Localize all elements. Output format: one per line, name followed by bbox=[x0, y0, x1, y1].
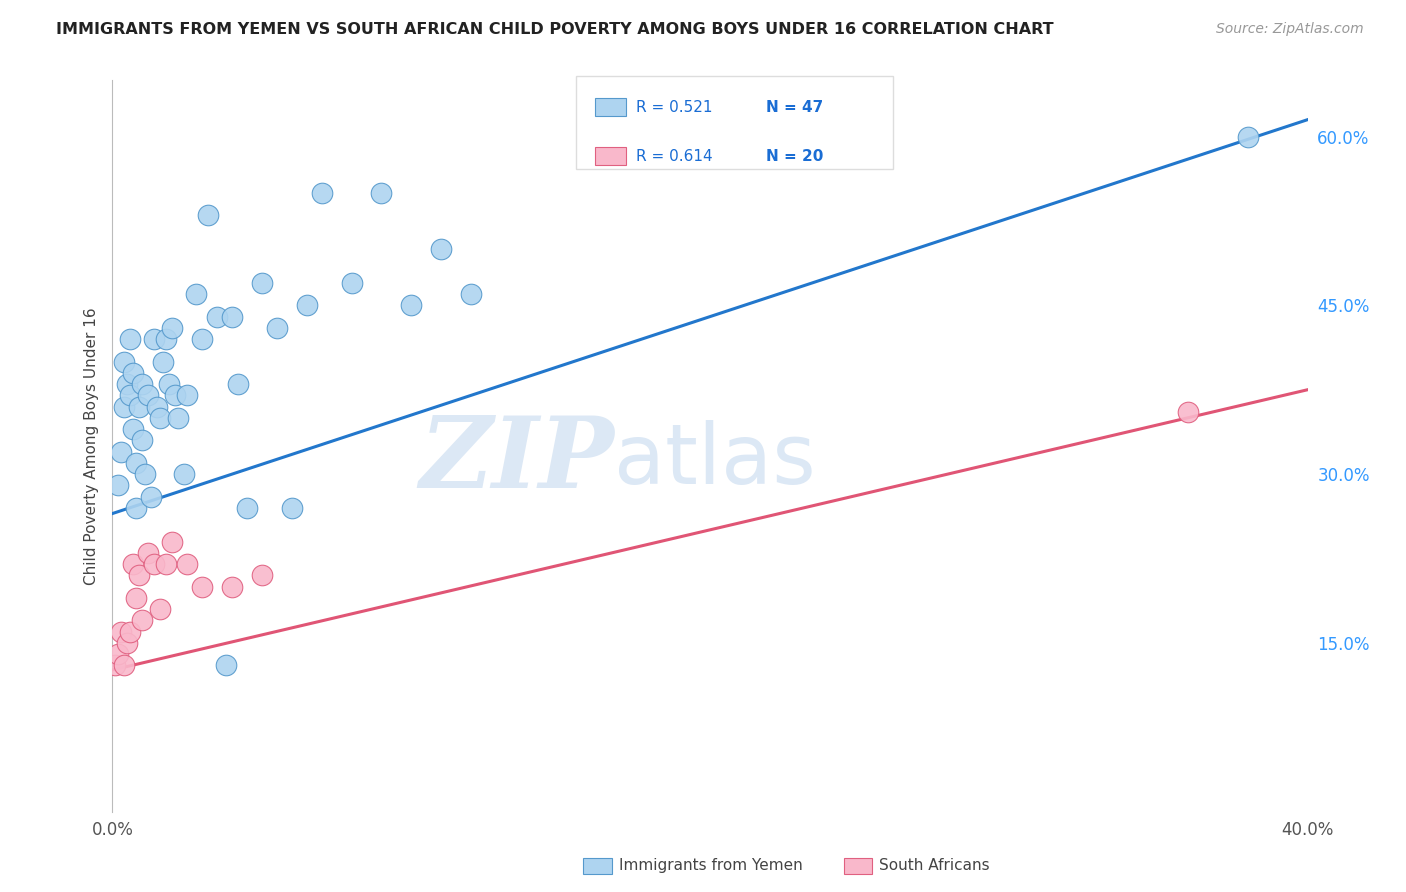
Text: Source: ZipAtlas.com: Source: ZipAtlas.com bbox=[1216, 22, 1364, 37]
Point bbox=[141, 490, 163, 504]
Point bbox=[131, 434, 153, 448]
Point bbox=[236, 500, 259, 515]
Y-axis label: Child Poverty Among Boys Under 16: Child Poverty Among Boys Under 16 bbox=[83, 307, 98, 585]
Point bbox=[120, 388, 142, 402]
Text: N = 47: N = 47 bbox=[766, 100, 824, 114]
Point bbox=[125, 500, 148, 515]
Text: R = 0.521: R = 0.521 bbox=[636, 100, 711, 114]
Point bbox=[120, 332, 142, 346]
Point bbox=[157, 377, 180, 392]
Text: South Africans: South Africans bbox=[879, 858, 990, 872]
Point bbox=[215, 658, 238, 673]
Text: R = 0.614: R = 0.614 bbox=[636, 149, 711, 163]
Point bbox=[162, 321, 183, 335]
Point bbox=[281, 500, 304, 515]
Point bbox=[128, 568, 150, 582]
Point bbox=[125, 456, 148, 470]
Point bbox=[128, 400, 150, 414]
Point bbox=[110, 624, 132, 639]
Point bbox=[186, 287, 208, 301]
Point bbox=[221, 580, 243, 594]
Point bbox=[114, 658, 135, 673]
Text: Immigrants from Yemen: Immigrants from Yemen bbox=[619, 858, 803, 872]
Point bbox=[266, 321, 288, 335]
Point bbox=[104, 658, 127, 673]
Point bbox=[125, 591, 148, 605]
Point bbox=[114, 354, 135, 368]
Point bbox=[176, 388, 198, 402]
Point bbox=[143, 557, 166, 571]
Point bbox=[165, 388, 187, 402]
Point bbox=[460, 287, 482, 301]
Point bbox=[1237, 129, 1260, 144]
Point bbox=[1177, 405, 1199, 419]
Point bbox=[250, 568, 273, 582]
Point bbox=[191, 332, 214, 346]
Point bbox=[131, 377, 153, 392]
Point bbox=[131, 614, 153, 628]
Text: N = 20: N = 20 bbox=[766, 149, 824, 163]
Point bbox=[146, 400, 169, 414]
Point bbox=[221, 310, 243, 324]
Point bbox=[205, 310, 228, 324]
Text: atlas: atlas bbox=[614, 420, 815, 501]
Text: IMMIGRANTS FROM YEMEN VS SOUTH AFRICAN CHILD POVERTY AMONG BOYS UNDER 16 CORRELA: IMMIGRANTS FROM YEMEN VS SOUTH AFRICAN C… bbox=[56, 22, 1054, 37]
Point bbox=[134, 467, 156, 482]
Point bbox=[176, 557, 198, 571]
Point bbox=[226, 377, 249, 392]
Point bbox=[122, 422, 145, 436]
Point bbox=[162, 534, 183, 549]
Point bbox=[120, 624, 142, 639]
Point bbox=[138, 388, 160, 402]
Point bbox=[250, 276, 273, 290]
Point bbox=[110, 444, 132, 458]
Point bbox=[430, 242, 453, 256]
Point bbox=[114, 400, 135, 414]
Point bbox=[149, 410, 172, 425]
Point bbox=[107, 647, 129, 661]
Point bbox=[173, 467, 195, 482]
Point bbox=[155, 557, 177, 571]
Point bbox=[311, 186, 333, 200]
Point bbox=[191, 580, 214, 594]
Point bbox=[107, 478, 129, 492]
Point bbox=[143, 332, 166, 346]
Point bbox=[295, 298, 318, 312]
Point bbox=[138, 546, 160, 560]
Point bbox=[152, 354, 174, 368]
Point bbox=[197, 208, 219, 222]
Point bbox=[155, 332, 177, 346]
Point bbox=[117, 636, 139, 650]
Point bbox=[370, 186, 392, 200]
Point bbox=[340, 276, 363, 290]
Point bbox=[122, 557, 145, 571]
Point bbox=[149, 602, 172, 616]
Point bbox=[122, 366, 145, 380]
Text: ZIP: ZIP bbox=[419, 412, 614, 508]
Point bbox=[401, 298, 423, 312]
Point bbox=[167, 410, 190, 425]
Point bbox=[117, 377, 139, 392]
